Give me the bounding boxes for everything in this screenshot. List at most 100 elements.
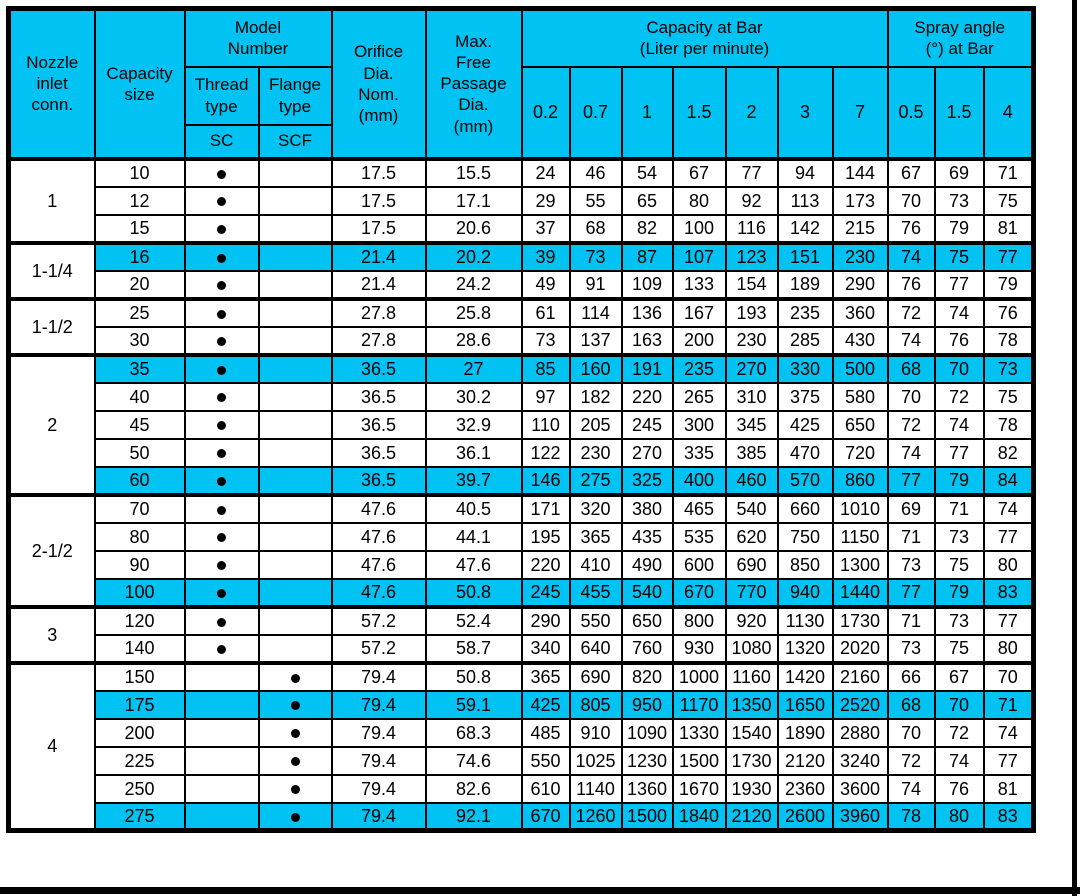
spray-angle-cell: 70 xyxy=(933,689,985,720)
thread-dot-cell xyxy=(183,185,260,216)
passage-cell: 40.5 xyxy=(424,492,523,524)
capacity-value-cell: 750 xyxy=(776,521,834,552)
capacity-value-cell: 540 xyxy=(724,492,779,524)
orifice-cell: 57.2 xyxy=(330,604,427,636)
capacity-value-cell: 550 xyxy=(520,745,571,776)
capacity-size-cell: 90 xyxy=(93,549,186,580)
model-dot-icon xyxy=(290,785,300,795)
spray-angle-cell: 72 xyxy=(886,745,936,776)
capacity-value-cell: 800 xyxy=(671,604,727,636)
capacity-size-cell: 140 xyxy=(93,633,186,664)
capacity-value-cell: 133 xyxy=(671,269,727,300)
capacity-value-cell: 61 xyxy=(520,296,571,328)
capacity-value-cell: 163 xyxy=(620,325,674,356)
capacity-value-cell: 1230 xyxy=(620,745,674,776)
capacity-value-cell: 230 xyxy=(724,325,779,356)
model-dot-icon xyxy=(217,309,226,319)
model-dot-icon xyxy=(217,533,226,543)
passage-cell: 52.4 xyxy=(424,604,523,636)
capacity-value-cell: 435 xyxy=(620,521,674,552)
table-row: 90 47.6 47.6 220 410 490 600 690 850 1300 73 75 80 xyxy=(9,549,1035,580)
model-dot-icon xyxy=(217,365,226,375)
capacity-value-cell: 270 xyxy=(724,352,779,384)
orifice-cell: 79.4 xyxy=(330,745,427,776)
header-bar-7: 7 xyxy=(831,65,889,160)
capacity-size-cell: 20 xyxy=(93,269,186,300)
capacity-value-cell: 146 xyxy=(520,465,571,496)
spray-angle-cell: 81 xyxy=(982,213,1035,244)
passage-cell: 36.1 xyxy=(424,437,523,468)
header-spray-bar-1.5: 1.5 xyxy=(933,65,985,160)
capacity-value-cell: 1260 xyxy=(568,801,623,832)
capacity-value-cell: 670 xyxy=(671,577,727,608)
capacity-value-cell: 335 xyxy=(671,437,727,468)
model-dot-icon xyxy=(217,476,226,486)
capacity-value-cell: 92 xyxy=(724,185,779,216)
capacity-value-cell: 235 xyxy=(671,352,727,384)
capacity-value-cell: 2360 xyxy=(776,773,834,804)
model-dot-icon xyxy=(290,729,300,739)
thread-dot-cell xyxy=(183,492,260,524)
spray-angle-cell: 80 xyxy=(933,801,985,832)
capacity-value-cell: 375 xyxy=(776,381,834,412)
flange-dot-cell xyxy=(257,801,333,832)
orifice-cell: 79.4 xyxy=(330,689,427,720)
spray-angle-cell: 76 xyxy=(982,296,1035,328)
capacity-size-cell: 30 xyxy=(93,325,186,356)
capacity-value-cell: 720 xyxy=(831,437,889,468)
header-thread-type: Thread type xyxy=(183,65,260,126)
capacity-value-cell: 136 xyxy=(620,296,674,328)
capacity-value-cell: 470 xyxy=(776,437,834,468)
capacity-value-cell: 110 xyxy=(520,409,571,440)
flange-dot-cell xyxy=(257,717,333,748)
capacity-value-cell: 195 xyxy=(520,521,571,552)
capacity-value-cell: 2120 xyxy=(724,801,779,832)
model-dot-icon xyxy=(217,280,226,290)
table-row: 100 47.6 50.8 245 455 540 670 770 940 1440 77 79 83 xyxy=(9,577,1035,608)
capacity-value-cell: 380 xyxy=(620,492,674,524)
flange-dot-cell xyxy=(257,521,333,552)
passage-cell: 24.2 xyxy=(424,269,523,300)
capacity-value-cell: 3600 xyxy=(831,773,889,804)
capacity-value-cell: 87 xyxy=(620,240,674,272)
spray-angle-cell: 77 xyxy=(886,577,936,608)
capacity-value-cell: 465 xyxy=(671,492,727,524)
thread-dot-cell xyxy=(183,465,260,496)
capacity-size-cell: 225 xyxy=(93,745,186,776)
model-dot-icon xyxy=(217,644,226,654)
capacity-value-cell: 235 xyxy=(776,296,834,328)
thread-dot-cell xyxy=(183,156,260,188)
model-dot-icon xyxy=(217,505,226,515)
flange-dot-cell xyxy=(257,633,333,664)
header-bar-0.2: 0.2 xyxy=(520,65,571,160)
spray-angle-cell: 79 xyxy=(933,465,985,496)
table-row: 1-1/4 16 21.4 20.2 39 73 87 107 123 151 230 74 75 77 xyxy=(7,240,1035,300)
thread-dot-cell xyxy=(183,409,260,440)
thread-dot-cell xyxy=(183,381,260,412)
flange-dot-cell xyxy=(257,549,333,580)
flange-dot-cell xyxy=(257,660,333,692)
capacity-value-cell: 144 xyxy=(831,156,889,188)
spray-angle-cell: 67 xyxy=(933,660,985,692)
passage-cell: 39.7 xyxy=(424,465,523,496)
capacity-value-cell: 1300 xyxy=(831,549,889,580)
table-row: 45 36.5 32.9 110 205 245 300 345 425 650 72 74 78 xyxy=(9,409,1035,440)
header-row-1: Nozzle inlet conn. Capacity size Model N… xyxy=(7,7,1035,160)
table-row: 60 36.5 39.7 146 275 325 400 460 570 860 77 79 84 xyxy=(9,465,1035,496)
spray-angle-cell: 71 xyxy=(982,689,1035,720)
capacity-value-cell: 54 xyxy=(620,156,674,188)
capacity-value-cell: 490 xyxy=(620,549,674,580)
spray-angle-cell: 74 xyxy=(886,240,936,272)
capacity-value-cell: 670 xyxy=(520,801,571,832)
capacity-value-cell: 365 xyxy=(520,660,571,692)
capacity-value-cell: 82 xyxy=(620,213,674,244)
spray-angle-cell: 81 xyxy=(982,773,1035,804)
flange-dot-cell xyxy=(257,465,333,496)
table-row: 2-1/2 70 47.6 40.5 171 320 380 465 540 660 1010 69 7… xyxy=(7,492,1035,608)
capacity-size-cell: 10 xyxy=(93,156,186,188)
orifice-cell: 36.5 xyxy=(330,437,427,468)
inlet-conn-cell: 1-1/4 xyxy=(7,240,96,300)
spray-angle-cell: 75 xyxy=(982,185,1035,216)
inlet-conn-cell: 2 xyxy=(7,352,96,496)
table-row: 2 35 36.5 27 85 160 191 235 270 330 500 68 70 73 xyxy=(7,352,1035,496)
